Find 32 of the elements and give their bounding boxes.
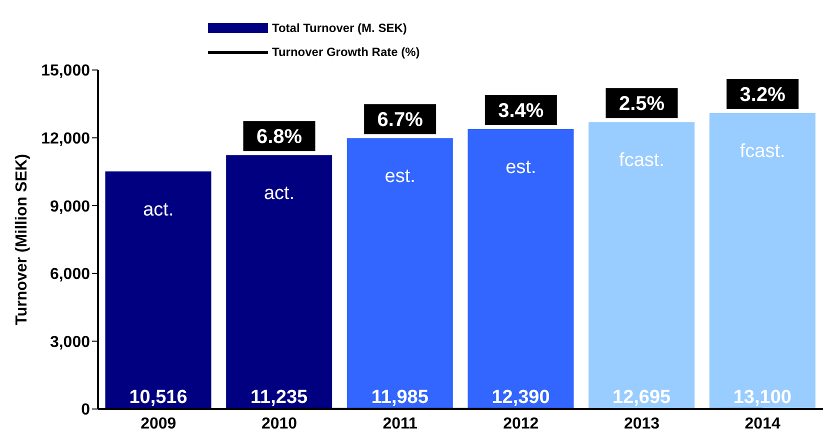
x-tick-label: 2011 — [382, 415, 418, 432]
data-label: 10,516 — [129, 387, 188, 408]
y-tick-label: 15,000 — [41, 62, 90, 80]
data-label: 13,100 — [733, 387, 792, 408]
legend-label: Turnover Growth Rate (%) — [272, 45, 420, 59]
annotation: fcast. — [619, 150, 664, 172]
y-tick-label: 9,000 — [50, 198, 90, 216]
data-label: 11,985 — [371, 387, 429, 408]
legend-label: Total Turnover (M. SEK) — [272, 21, 407, 35]
y-tick-label: 12,000 — [41, 130, 90, 148]
y-tick-label: 6,000 — [50, 266, 90, 284]
data-label: 11,235 — [250, 387, 308, 408]
x-tick-label: 2013 — [624, 415, 660, 432]
x-tick-label: 2014 — [744, 415, 780, 432]
annotation: 6.7% — [377, 109, 424, 132]
y-axis-title: Turnover (Million SEK) — [14, 154, 31, 326]
annotation: est. — [506, 156, 536, 178]
annotation: est. — [384, 166, 416, 188]
annotation: act. — [264, 183, 295, 204]
annotation: 3.2% — [740, 84, 786, 106]
annotation: 6.8% — [256, 126, 302, 148]
annotation: fcast. — [740, 140, 786, 162]
x-tick-label: 2012 — [503, 415, 539, 432]
x-tick-label: 2010 — [261, 415, 298, 432]
y-tick-label: 3,000 — [50, 334, 90, 351]
x-tick-label: 2009 — [140, 415, 176, 432]
y-tick-label: 0 — [81, 402, 90, 419]
annotation: 2.5% — [618, 93, 665, 116]
data-label: 12,390 — [492, 387, 550, 408]
data-label: 12,695 — [612, 387, 672, 408]
annotation: act. — [143, 199, 174, 220]
annotation: 3.4% — [498, 100, 544, 122]
